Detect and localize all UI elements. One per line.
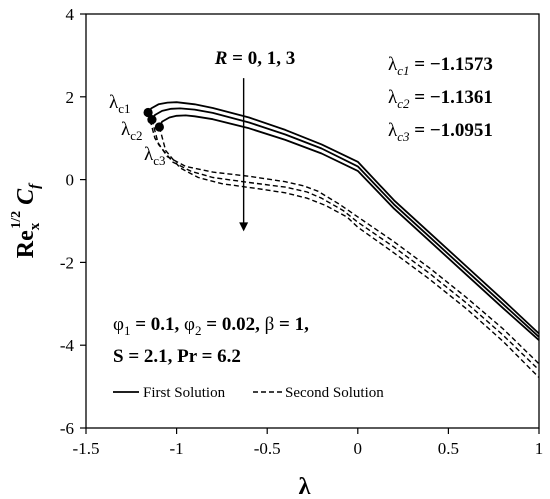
critical-points: [143, 107, 164, 132]
second-solution-line-1: [147, 112, 540, 365]
first-solution-line-1: [147, 101, 540, 335]
y-axis-title: Rex1/2 Cf: [9, 182, 43, 258]
legend-label-first: First Solution: [143, 385, 226, 401]
critical-label-2: λc2: [121, 119, 143, 143]
y-tick-label: -4: [60, 336, 75, 355]
axes: -1.5 -1 -0.5 0 0.5 1 -6 -4 -2 0 2 4 λ Rex1/2 Cf: [9, 5, 543, 499]
second-solution-line-2: [151, 119, 540, 371]
arrow-head-icon: [239, 222, 249, 232]
x-tick-label: 0: [354, 439, 363, 458]
first-solution-line-3: [158, 114, 540, 341]
critical-point-3: [154, 122, 164, 132]
x-tick-label: 0.5: [438, 439, 459, 458]
legend-label-second: Second Solution: [285, 385, 384, 401]
y-tick-label: 2: [66, 88, 75, 107]
critical-label-1: λc1: [109, 92, 131, 116]
critical-value-1: λc1 = −1.1573: [388, 54, 493, 78]
arrow-label: R = 0, 1, 3: [214, 48, 296, 69]
x-tick-label: 1: [535, 439, 544, 458]
critical-point-2: [147, 114, 157, 125]
critical-label-3: λc3: [144, 144, 166, 168]
legend: First Solution Second Solution: [113, 385, 384, 401]
first-solution-line-2: [151, 107, 540, 338]
critical-point-1: [143, 107, 153, 118]
y-tick-label: 0: [66, 171, 75, 190]
parameters-line-1: φ1 = 0.1, φ2 = 0.02, β = 1,: [113, 314, 309, 338]
y-tick-label: -6: [60, 419, 74, 438]
second-solution-line-3: [158, 126, 540, 378]
x-tick-label: -1: [170, 439, 184, 458]
critical-value-3: λc3 = −1.0951: [388, 120, 493, 144]
x-tick-label: -1.5: [73, 439, 100, 458]
y-tick-label: 4: [66, 5, 75, 24]
parameters-line-2: S = 2.1, Pr = 6.2: [113, 346, 241, 367]
critical-value-2: λc2 = −1.1361: [388, 87, 493, 111]
y-tick-label: -2: [60, 253, 74, 272]
x-tick-label: -0.5: [254, 439, 281, 458]
plot-frame: [85, 13, 540, 429]
x-axis-title: λ: [299, 474, 311, 499]
series-layer: [147, 101, 540, 378]
